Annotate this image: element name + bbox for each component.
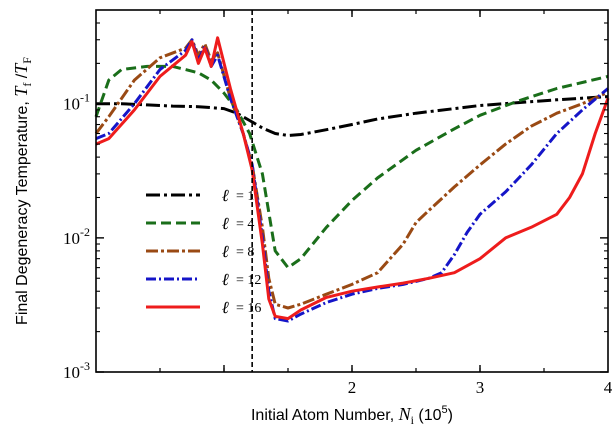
x-tick-label: 2 [348, 378, 357, 397]
x-tick-label: 3 [476, 378, 485, 397]
legend-symbol: ℓ [222, 186, 229, 205]
legend-label: = 12 [236, 273, 261, 288]
legend-symbol: ℓ [222, 270, 229, 289]
y-tick-label: 10-1 [63, 91, 90, 114]
legend-label: = 4 [236, 217, 254, 232]
legend-label: = 16 [236, 301, 261, 316]
legend-symbol: ℓ [222, 298, 229, 317]
y-tick-label: 10-2 [63, 225, 90, 248]
legend-symbol: ℓ [222, 214, 229, 233]
y-tick-label: 10-3 [63, 359, 90, 382]
legend-label: = 8 [236, 245, 254, 260]
legend-label: = 1 [236, 189, 254, 204]
y-axis-label: Final Degeneracy Temperature, Tf /TF [11, 57, 34, 325]
x-tick-label: 4 [604, 378, 613, 397]
legend-symbol: ℓ [222, 242, 229, 261]
x-axis-label: Initial Atom Number, Ni (105) [251, 404, 453, 427]
